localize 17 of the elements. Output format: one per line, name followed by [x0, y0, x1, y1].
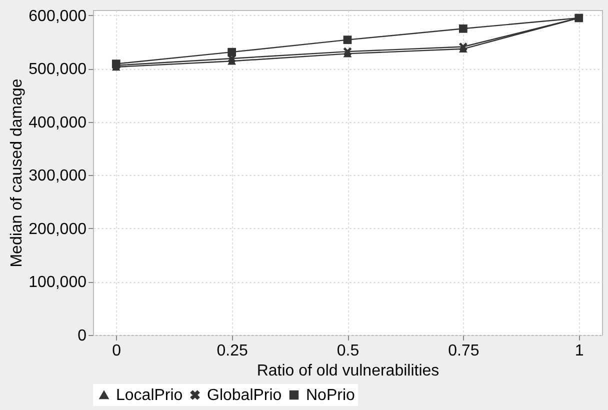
x-axis-title: Ratio of old vulnerabilities: [256, 362, 440, 380]
x-tick-label: 1: [574, 342, 584, 360]
y-tick-label: 200,000: [28, 220, 87, 238]
legend-label: LocalPrio: [116, 387, 183, 404]
x-tick-label: 0.75: [448, 342, 480, 360]
legend-label: GlobalPrio: [207, 387, 282, 404]
x-tick-label: 0.25: [216, 342, 248, 360]
y-tick-label: 100,000: [28, 274, 87, 292]
legend-label: NoPrio: [306, 387, 356, 404]
y-axis-title: Median of caused damage: [8, 78, 26, 268]
y-tick-label: 300,000: [28, 168, 87, 185]
x-tick-label: 0.5: [336, 342, 360, 360]
y-tick-label: 500,000: [28, 61, 87, 78]
y-tick-label: 600,000: [28, 8, 87, 25]
x-tick-label: 0: [112, 342, 122, 360]
y-tick-label: 400,000: [28, 114, 87, 132]
y-tick-label: 0: [78, 328, 87, 344]
